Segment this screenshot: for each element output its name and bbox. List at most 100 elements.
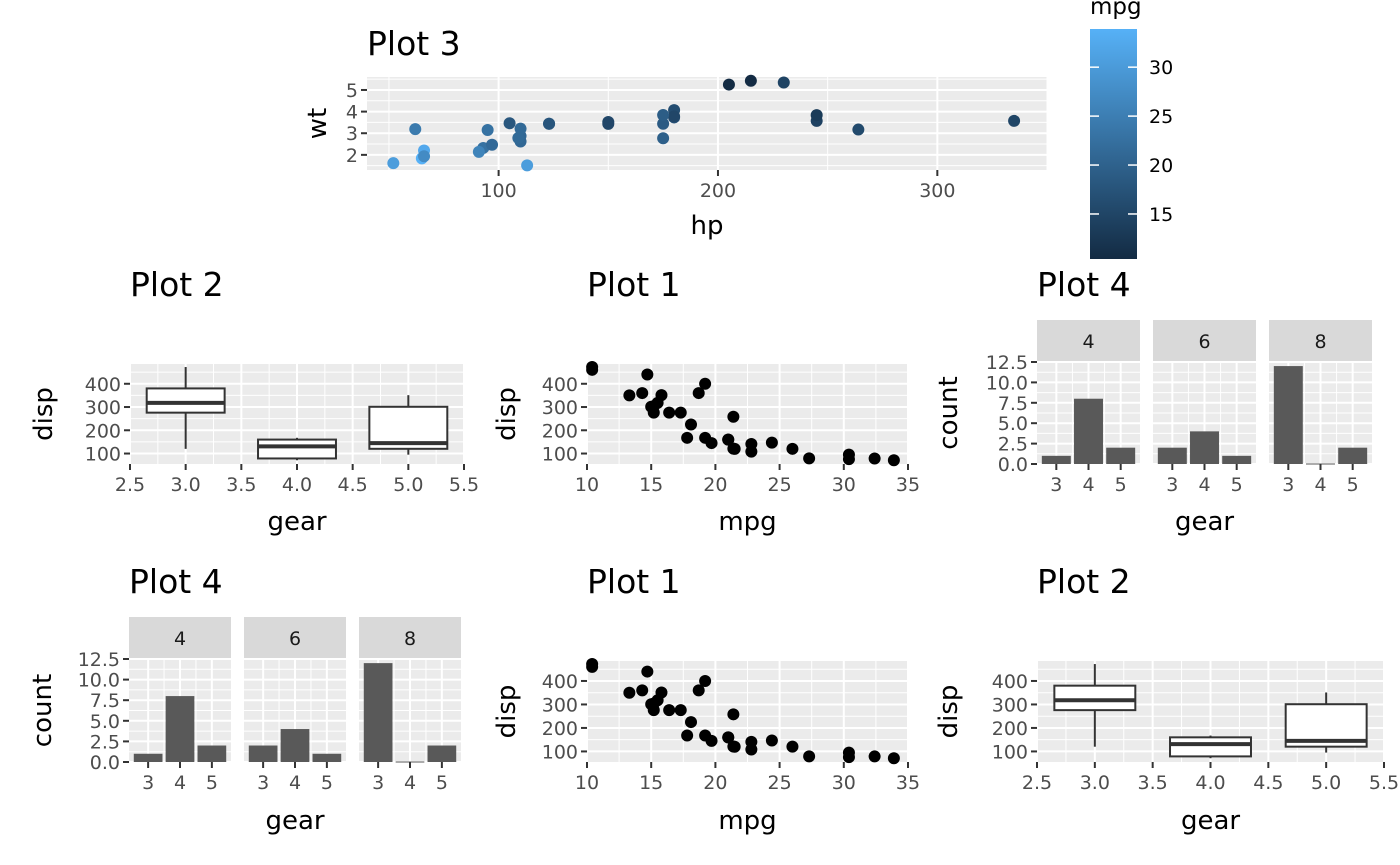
data-point bbox=[744, 74, 757, 87]
x-tick-label: 3 bbox=[142, 772, 154, 794]
y-tick-label: 2.5 bbox=[90, 731, 120, 753]
legend-tick-label: 20 bbox=[1149, 155, 1173, 177]
data-point bbox=[868, 452, 881, 465]
y-axis-title: count bbox=[28, 674, 58, 747]
x-tick-label: 20 bbox=[703, 474, 727, 496]
x-tick-label: 15 bbox=[639, 772, 663, 794]
facet-panel: 6 3 4 5 bbox=[1153, 320, 1256, 496]
x-tick-label: 2.5 bbox=[1022, 772, 1052, 794]
facet-strip bbox=[1037, 320, 1140, 362]
bar bbox=[363, 663, 393, 762]
boxplot-box bbox=[1053, 664, 1137, 747]
y-tick-label: 7.5 bbox=[90, 690, 120, 712]
y-tick-label: 300 bbox=[542, 397, 578, 419]
bar bbox=[248, 745, 278, 762]
data-point bbox=[685, 418, 698, 431]
y-axis-title: disp bbox=[29, 387, 59, 441]
x-tick-label: 4.0 bbox=[282, 474, 312, 496]
y-axis-title: disp bbox=[492, 387, 522, 441]
facet-strip bbox=[244, 617, 346, 659]
data-point bbox=[636, 684, 649, 697]
y-tick-label: 10.0 bbox=[78, 670, 120, 692]
data-point bbox=[514, 122, 527, 135]
bar bbox=[1074, 398, 1103, 464]
data-point bbox=[418, 150, 431, 163]
bar bbox=[197, 745, 227, 762]
x-tick-label: 3.0 bbox=[1080, 772, 1110, 794]
y-tick-label: 0.0 bbox=[90, 752, 120, 774]
x-tick-label: 4.0 bbox=[1195, 772, 1225, 794]
data-point bbox=[668, 110, 681, 123]
x-tick-label: 4.5 bbox=[338, 474, 368, 496]
x-tick-label: 5 bbox=[321, 772, 333, 794]
box-iqr bbox=[145, 387, 226, 414]
plot-title: Plot 2 bbox=[1037, 562, 1131, 601]
y-tick-label: 7.5 bbox=[998, 393, 1028, 415]
x-tick-label: 30 bbox=[832, 772, 856, 794]
data-point bbox=[765, 436, 778, 449]
bar bbox=[1157, 447, 1187, 464]
data-point bbox=[692, 387, 705, 400]
data-point bbox=[657, 132, 670, 145]
x-tick-label: 5.5 bbox=[449, 474, 479, 496]
data-point bbox=[681, 431, 694, 444]
data-point bbox=[745, 735, 758, 748]
data-point bbox=[586, 363, 599, 376]
facet-panel: 6 3 4 5 bbox=[244, 617, 346, 794]
facet-strip-label: 8 bbox=[404, 628, 416, 650]
data-point bbox=[786, 442, 799, 455]
x-tick-label: 35 bbox=[896, 772, 920, 794]
bar bbox=[1273, 366, 1303, 464]
data-point bbox=[803, 750, 816, 763]
y-tick-label: 400 bbox=[992, 671, 1028, 693]
boxplot-box bbox=[1169, 735, 1252, 759]
x-axis-title: gear bbox=[267, 507, 326, 537]
data-point bbox=[472, 145, 485, 158]
facet-panel: 43 4 5 bbox=[1037, 320, 1140, 496]
x-tick-label: 25 bbox=[768, 772, 792, 794]
y-tick-label: 300 bbox=[85, 397, 121, 419]
y-tick-label: 5 bbox=[346, 80, 358, 102]
data-point bbox=[887, 752, 900, 765]
y-tick-label: 100 bbox=[85, 444, 121, 466]
y-tick-label: 300 bbox=[992, 694, 1028, 716]
box-iqr bbox=[1169, 736, 1252, 758]
data-point bbox=[722, 433, 735, 446]
x-tick-label: 4 bbox=[289, 772, 301, 794]
bar bbox=[312, 753, 342, 762]
y-tick-label: 300 bbox=[542, 694, 578, 716]
x-tick-label: 3 bbox=[1166, 474, 1178, 496]
legend-tick-label: 25 bbox=[1149, 106, 1173, 128]
data-point bbox=[727, 442, 740, 455]
y-tick-label: 0.0 bbox=[998, 454, 1028, 476]
y-tick-label: 200 bbox=[542, 420, 578, 442]
data-point bbox=[705, 734, 718, 747]
data-point bbox=[685, 716, 698, 729]
x-tick-label: 35 bbox=[896, 474, 920, 496]
x-tick-label: 5 bbox=[206, 772, 218, 794]
color-legend: 15 20 25 30 mpg bbox=[1090, 0, 1173, 259]
data-point bbox=[727, 410, 740, 423]
data-point bbox=[503, 117, 516, 130]
data-point bbox=[681, 729, 694, 742]
y-tick-label: 2 bbox=[346, 145, 358, 167]
legend-colorbar bbox=[1090, 29, 1137, 259]
data-point bbox=[722, 731, 735, 744]
facet-strip-label: 4 bbox=[1082, 331, 1094, 353]
x-axis-title: hp bbox=[691, 211, 724, 241]
data-point bbox=[543, 117, 556, 130]
plot-title: Plot 4 bbox=[1037, 265, 1131, 304]
data-point bbox=[868, 750, 881, 763]
data-point bbox=[727, 708, 740, 721]
bar bbox=[280, 729, 310, 762]
y-tick-label: 12.5 bbox=[78, 649, 120, 671]
x-tick-label: 30 bbox=[832, 474, 856, 496]
x-tick-label: 5.0 bbox=[1311, 772, 1341, 794]
x-tick-label: 5 bbox=[436, 772, 448, 794]
facet-strip bbox=[359, 617, 461, 659]
legend-tick-label: 30 bbox=[1149, 57, 1173, 79]
